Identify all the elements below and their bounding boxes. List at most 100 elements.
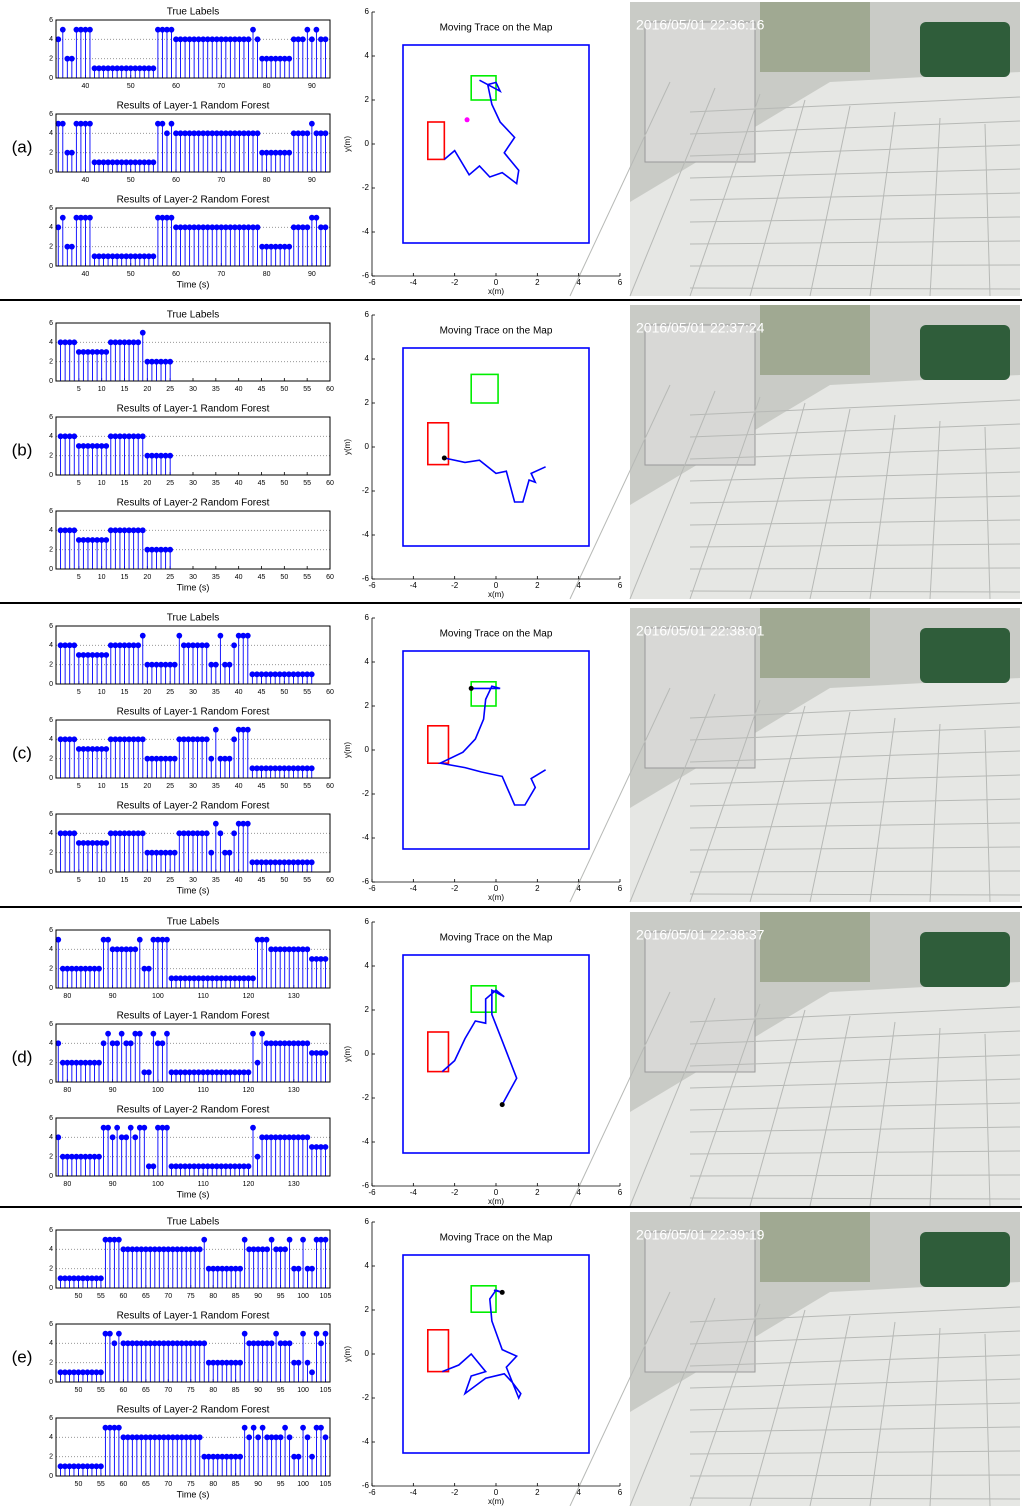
trace	[444, 80, 518, 183]
stem-head	[151, 254, 156, 259]
x-tick-label: 35	[212, 689, 220, 696]
x-tick-label: 4	[576, 581, 581, 590]
stem-head	[309, 121, 314, 126]
region	[428, 1032, 449, 1072]
x-tick-label: 40	[235, 574, 243, 581]
y-tick-label: 6	[49, 927, 53, 934]
x-tick-label: 95	[277, 1481, 285, 1488]
x-tick-label: 80	[209, 1387, 217, 1394]
stem-head	[168, 453, 173, 458]
map-title: Moving Trace on the Map	[440, 23, 553, 34]
y-tick-label: 4	[49, 36, 53, 43]
subplot-title: Results of Layer-2 Random Forest	[117, 801, 270, 812]
x-tick-label: 100	[152, 993, 164, 1000]
y-tick-label: 2	[49, 244, 53, 251]
x-tick-label: -4	[410, 1488, 418, 1497]
x-tick-label: 25	[166, 877, 174, 884]
y-tick-label: -4	[362, 1437, 370, 1446]
y-tick-label: 0	[365, 745, 370, 754]
y-tick-label: 2	[365, 1305, 370, 1314]
stem-head	[232, 643, 237, 648]
photo-window	[760, 2, 870, 72]
x-tick-label: 5	[77, 480, 81, 487]
stem-head	[168, 359, 173, 364]
y-tick-label: 6	[49, 1415, 53, 1422]
stem-head	[106, 1125, 111, 1130]
y-tick-label: 4	[49, 1134, 53, 1141]
stem-head	[246, 1070, 251, 1075]
photo-window	[760, 1212, 870, 1282]
stem-head	[251, 27, 256, 32]
y-tick-label: 4	[49, 642, 53, 649]
stem-head	[56, 1041, 61, 1046]
stem-head	[110, 1135, 115, 1140]
y-tick-label: -2	[362, 1393, 370, 1402]
y-tick-label: 2	[49, 1154, 53, 1161]
x-tick-label: 90	[254, 1387, 262, 1394]
stem-head	[245, 821, 250, 826]
x-tick-label: -6	[368, 1188, 376, 1197]
x-tick-label: 120	[243, 993, 255, 1000]
stem-head	[140, 528, 145, 533]
x-tick-label: 25	[166, 480, 174, 487]
x-tick-label: 6	[618, 884, 623, 893]
stem-head	[99, 1370, 104, 1375]
x-tick-label: 30	[189, 574, 197, 581]
stem-head	[309, 672, 314, 677]
stem-head	[106, 937, 111, 942]
y-tick-label: -4	[362, 833, 370, 842]
x-tick-label: 25	[166, 574, 174, 581]
x-tick-label: 45	[258, 877, 266, 884]
stem-head	[160, 1041, 165, 1046]
x-tick-label: 105	[320, 1387, 332, 1394]
stem-head	[104, 350, 109, 355]
photo-mattress	[920, 932, 1010, 987]
y-tick-label: 2	[49, 1266, 53, 1273]
stem-head	[260, 1031, 265, 1036]
stem-head	[97, 966, 102, 971]
stem-head	[310, 1266, 315, 1271]
y-tick-label: -2	[362, 183, 370, 192]
region	[403, 955, 589, 1153]
y-tick-label: 2	[365, 95, 370, 104]
stem-head	[72, 340, 77, 345]
x-tick-label: 80	[63, 1181, 71, 1188]
x-tick-label: -2	[451, 884, 459, 893]
photo-whiteboard	[645, 1232, 755, 1372]
x-tick-label: 80	[263, 177, 271, 184]
y-tick-label: 2	[365, 1005, 370, 1014]
x-tick-label: 90	[109, 1181, 117, 1188]
x-tick-label: 130	[288, 1181, 300, 1188]
x-tick-label: 2	[535, 884, 540, 893]
subplot-title: Results of Layer-2 Random Forest	[117, 498, 270, 509]
stem-head	[133, 947, 138, 952]
stem-head	[97, 1060, 102, 1065]
x-tick-label: 90	[254, 1293, 262, 1300]
position-marker	[469, 686, 474, 691]
x-axis-label: x(m)	[488, 590, 504, 599]
stem-head	[104, 841, 109, 846]
stem-head	[269, 1237, 274, 1242]
x-tick-label: 6	[618, 1188, 623, 1197]
stem-head	[172, 756, 177, 761]
stem-head	[265, 1247, 270, 1252]
y-tick-label: 4	[49, 1246, 53, 1253]
stem-head	[287, 1237, 292, 1242]
x-tick-label: 105	[320, 1481, 332, 1488]
y-tick-label: 6	[49, 1227, 53, 1234]
y-tick-label: 4	[49, 339, 53, 346]
x-tick-label: 60	[172, 177, 180, 184]
stem-head	[296, 1454, 301, 1459]
x-tick-label: 45	[258, 689, 266, 696]
y-tick-label: 0	[49, 775, 53, 782]
stem-head	[56, 225, 61, 230]
stem-head	[136, 643, 141, 648]
region	[428, 726, 449, 763]
y-tick-label: 0	[49, 1079, 53, 1086]
photo-whiteboard	[645, 325, 755, 465]
region	[428, 1330, 449, 1372]
stem-head	[204, 737, 209, 742]
stem-head	[115, 1041, 120, 1046]
stem-head	[204, 831, 209, 836]
y-tick-label: 6	[49, 811, 53, 818]
